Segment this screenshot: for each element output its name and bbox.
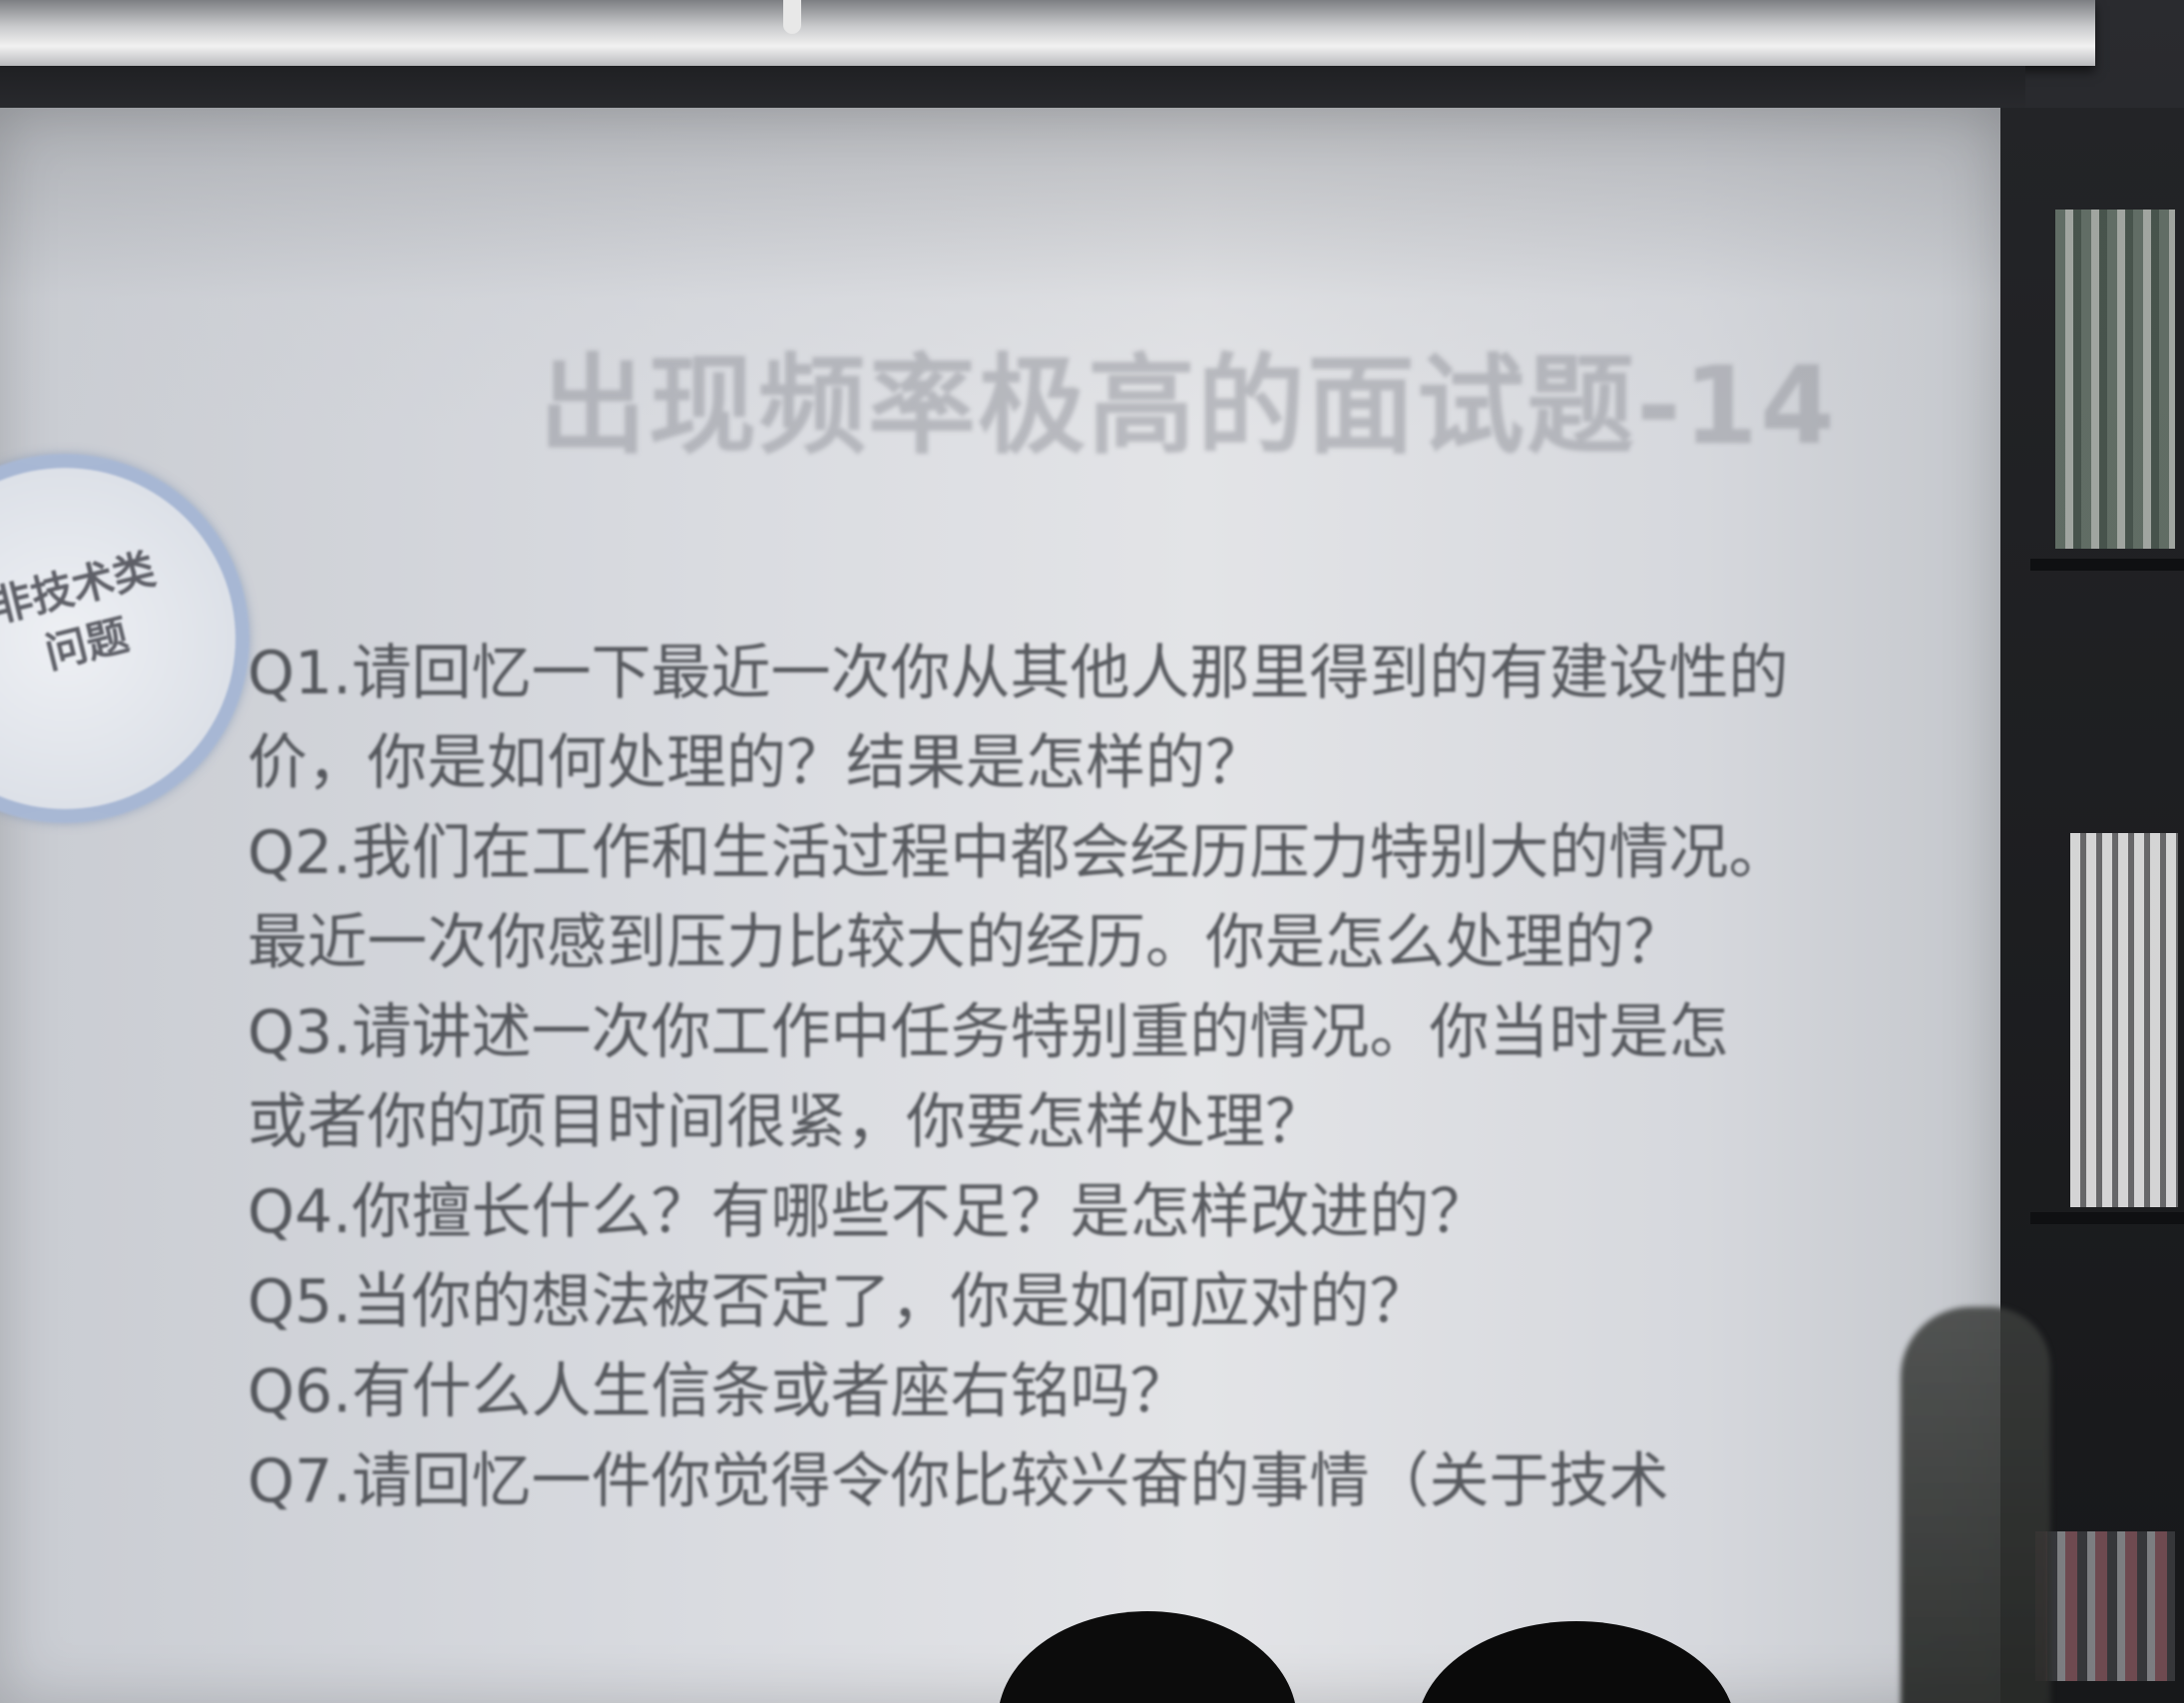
shelf-board: [2030, 1212, 2184, 1224]
question-line: Q2.我们在工作和生活过程中都会经历压力特别大的情况。: [247, 818, 1789, 888]
slide-title: 出现频率极高的面试题-14: [539, 344, 1838, 469]
projector-screen-housing: [0, 0, 2095, 66]
question-line: Q3.请讲述一次你工作中任务特别重的情况。你当时是怎: [247, 998, 1729, 1067]
person-silhouette: [1901, 1307, 2050, 1703]
shelf-board: [2030, 559, 2184, 571]
shelf-item: [2035, 1531, 2175, 1681]
projection-screen: [0, 108, 2000, 1703]
shelf-item: [2055, 210, 2175, 549]
question-line: Q5.当你的想法被否定了，你是如何应对的？: [247, 1267, 1430, 1337]
question-line: 最近一次你感到压力比较大的经历。你是怎么处理的？: [247, 908, 1684, 978]
question-line: Q6.有什么人生信条或者座右铭吗？: [247, 1357, 1190, 1427]
question-line: Q7.请回忆一件你觉得令你比较兴奋的事情（关于技术: [247, 1447, 1669, 1516]
screen-hanger: [783, 0, 801, 34]
question-line: 价，你是如何处理的？结果是怎样的？: [247, 728, 1265, 798]
question-line: Q4.你擅长什么？有哪些不足？是怎样改进的？: [247, 1177, 1490, 1247]
question-line: Q1.请回忆一下最近一次你从其他人那里得到的有建设性的: [247, 639, 1789, 708]
question-line: 或者你的项目时间很紧，你要怎样处理？: [247, 1087, 1325, 1157]
question-list: Q1.请回忆一下最近一次你从其他人那里得到的有建设性的 价，你是如何处理的？结果…: [247, 629, 2003, 1526]
shelf-item: [2070, 833, 2178, 1207]
